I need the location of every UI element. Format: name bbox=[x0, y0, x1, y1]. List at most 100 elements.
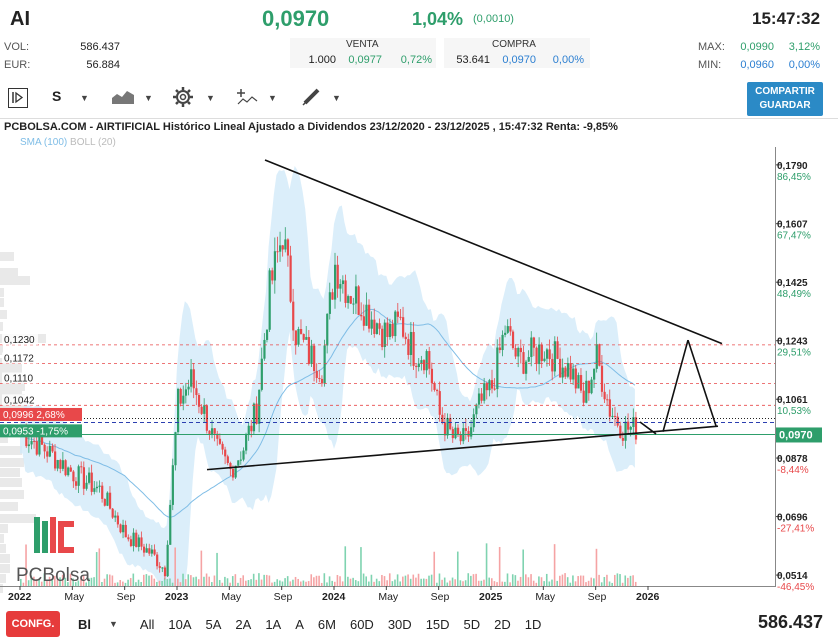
candle bbox=[598, 343, 601, 367]
candle-body bbox=[493, 388, 496, 390]
candle-body bbox=[250, 425, 253, 432]
legend-boll[interactable]: BOLL (20) bbox=[70, 137, 116, 148]
volume-bar bbox=[313, 577, 315, 586]
candle bbox=[396, 303, 399, 324]
candle bbox=[148, 543, 151, 556]
candle-body bbox=[310, 345, 313, 364]
level-label: 0,1042 bbox=[4, 395, 35, 406]
x-axis: 2022 May Sep 2023 May Sep 2024 May Sep 2025 May Sep… bbox=[0, 586, 776, 603]
candle bbox=[357, 285, 360, 316]
candle bbox=[101, 482, 104, 503]
candle-body bbox=[409, 331, 413, 355]
candle-body bbox=[103, 498, 106, 506]
indicators-icon[interactable] bbox=[236, 88, 258, 111]
candle-body bbox=[88, 472, 91, 483]
candle bbox=[142, 543, 146, 557]
volume-profile-bar bbox=[0, 288, 4, 297]
period-selector[interactable]: S bbox=[52, 88, 62, 104]
range-2d[interactable]: 2D bbox=[494, 616, 511, 632]
volume-bar bbox=[420, 578, 422, 586]
volume-bar bbox=[56, 579, 59, 586]
range-5d[interactable]: 5D bbox=[463, 616, 481, 632]
volume-bar bbox=[242, 575, 245, 586]
share-label: COMPARTIR bbox=[755, 86, 815, 97]
range-30d[interactable]: 30D bbox=[387, 616, 412, 632]
chart-type-select[interactable]: Bl bbox=[78, 616, 91, 632]
candle bbox=[150, 544, 154, 557]
volume-bar bbox=[150, 575, 153, 586]
volume-bar bbox=[239, 577, 242, 586]
candle bbox=[538, 337, 541, 375]
candle-body bbox=[543, 358, 546, 362]
range-10a[interactable]: 10A bbox=[168, 616, 192, 632]
area-chart-icon[interactable] bbox=[112, 88, 134, 109]
y-tick-label: 0,0514 bbox=[777, 571, 808, 582]
volume-bar bbox=[184, 579, 187, 586]
candle bbox=[216, 430, 219, 446]
volume-bar bbox=[148, 575, 150, 586]
candle bbox=[383, 319, 386, 358]
range-6m[interactable]: 6M bbox=[317, 616, 336, 632]
legend-sma[interactable]: SMA (100) bbox=[20, 137, 68, 148]
chevron-down-icon[interactable]: ▼ bbox=[144, 93, 153, 103]
volume-profile-bar bbox=[0, 584, 3, 593]
range-5a[interactable]: 5A bbox=[205, 616, 222, 632]
chevron-down-icon[interactable]: ▼ bbox=[206, 93, 215, 103]
candle-body bbox=[302, 333, 305, 340]
candle-body bbox=[433, 382, 436, 390]
candle bbox=[459, 431, 462, 445]
volume-bar bbox=[20, 578, 22, 586]
range-1a[interactable]: 1A bbox=[265, 616, 282, 632]
candle-body bbox=[200, 406, 203, 414]
range-60d[interactable]: 60D bbox=[349, 616, 374, 632]
candle bbox=[299, 319, 303, 335]
max-pct: 3,12% bbox=[788, 41, 820, 53]
volume-bar bbox=[284, 578, 286, 586]
candle bbox=[409, 321, 413, 367]
volume-bar bbox=[627, 577, 629, 586]
chevron-down-icon[interactable]: ▼ bbox=[109, 619, 118, 629]
volume-bar bbox=[258, 573, 260, 586]
candle-body bbox=[74, 481, 78, 486]
volume-bar bbox=[598, 574, 600, 586]
play-step-icon[interactable] bbox=[8, 88, 28, 108]
volume-bar bbox=[255, 579, 258, 586]
candle-body bbox=[545, 349, 549, 359]
candle-body bbox=[273, 251, 277, 281]
range-all[interactable]: All bbox=[139, 616, 155, 632]
candle-body bbox=[402, 317, 405, 337]
chevron-down-icon[interactable]: ▼ bbox=[268, 93, 277, 103]
range-1d[interactable]: 1D bbox=[524, 616, 542, 632]
volume-bar bbox=[331, 580, 333, 586]
range-15d[interactable]: 15D bbox=[425, 616, 450, 632]
volume-bar bbox=[370, 574, 373, 586]
y-tick-pct: 10,53% bbox=[777, 406, 811, 417]
pcbolsa-logo: PCBolsa bbox=[16, 515, 96, 590]
candle bbox=[80, 461, 83, 474]
chevron-down-icon[interactable]: ▼ bbox=[332, 93, 341, 103]
volume-bar bbox=[368, 581, 370, 586]
gear-icon[interactable] bbox=[172, 86, 194, 113]
candle-body bbox=[527, 356, 530, 362]
chevron-down-icon[interactable]: ▼ bbox=[80, 93, 89, 103]
candle bbox=[326, 313, 329, 354]
range-a[interactable]: A bbox=[295, 616, 304, 632]
candle bbox=[402, 306, 405, 339]
draw-pencil-icon[interactable] bbox=[302, 88, 322, 111]
volume-bar bbox=[135, 582, 137, 586]
share-save-button[interactable]: COMPARTIR GUARDAR bbox=[747, 82, 823, 116]
volume-bar bbox=[221, 582, 224, 586]
candle-body bbox=[436, 389, 439, 392]
volume-bar bbox=[590, 577, 593, 586]
volume-bar bbox=[294, 576, 297, 586]
volume-bar bbox=[456, 551, 459, 586]
candle bbox=[95, 481, 99, 493]
config-button[interactable]: CONFG. bbox=[6, 611, 60, 637]
volume-bar bbox=[467, 573, 470, 586]
volume-bar bbox=[279, 580, 281, 586]
volume-bar bbox=[585, 582, 587, 586]
candle-body bbox=[106, 492, 109, 506]
range-2a[interactable]: 2A bbox=[235, 616, 252, 632]
candle bbox=[318, 370, 321, 383]
